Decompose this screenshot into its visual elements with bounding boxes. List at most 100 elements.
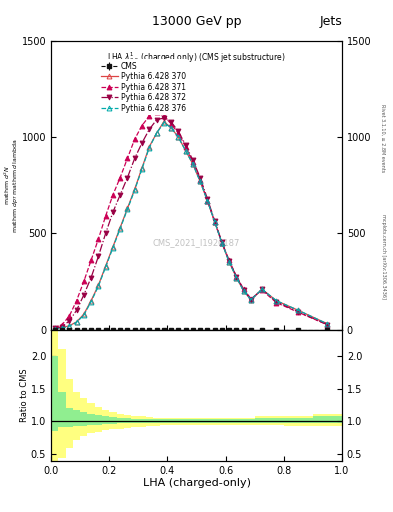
Pythia 6.428 372 xyxy=(260,286,264,292)
Pythia 6.428 371 xyxy=(212,219,217,225)
Pythia 6.428 371 xyxy=(249,296,253,302)
Pythia 6.428 376 xyxy=(147,145,152,151)
Pythia 6.428 371 xyxy=(60,322,64,328)
Pythia 6.428 371 xyxy=(234,273,239,280)
Text: Jets: Jets xyxy=(319,15,342,28)
Legend: CMS, Pythia 6.428 370, Pythia 6.428 371, Pythia 6.428 372, Pythia 6.428 376: CMS, Pythia 6.428 370, Pythia 6.428 371,… xyxy=(99,59,188,115)
Pythia 6.428 370 xyxy=(118,225,123,231)
Pythia 6.428 371 xyxy=(220,240,224,246)
Text: CMS_2021_I1920187: CMS_2021_I1920187 xyxy=(153,239,240,247)
Pythia 6.428 370 xyxy=(260,286,264,292)
Pythia 6.428 372 xyxy=(227,258,231,264)
Text: LHA $\lambda^{1}_{0.5}$ (charged only) (CMS jet substructure): LHA $\lambda^{1}_{0.5}$ (charged only) (… xyxy=(107,50,286,65)
Pythia 6.428 376 xyxy=(234,274,239,281)
Pythia 6.428 370 xyxy=(234,274,239,281)
Pythia 6.428 372 xyxy=(274,298,279,305)
Pythia 6.428 370 xyxy=(191,161,195,167)
Pythia 6.428 370 xyxy=(176,134,181,140)
Pythia 6.428 371 xyxy=(162,113,166,119)
Pythia 6.428 370 xyxy=(154,130,159,136)
Line: Pythia 6.428 370: Pythia 6.428 370 xyxy=(52,119,330,331)
Pythia 6.428 372 xyxy=(125,175,130,181)
X-axis label: LHA (charged-only): LHA (charged-only) xyxy=(143,478,250,488)
Pythia 6.428 372 xyxy=(110,209,115,215)
Pythia 6.428 370 xyxy=(183,147,188,154)
Pythia 6.428 370 xyxy=(212,219,217,225)
Pythia 6.428 372 xyxy=(212,218,217,224)
Pythia 6.428 371 xyxy=(147,113,152,119)
Pythia 6.428 372 xyxy=(89,274,94,281)
Pythia 6.428 370 xyxy=(227,259,231,265)
Pythia 6.428 376 xyxy=(81,312,86,318)
Pythia 6.428 370 xyxy=(296,307,301,313)
Pythia 6.428 371 xyxy=(260,287,264,293)
Pythia 6.428 370 xyxy=(74,319,79,325)
Pythia 6.428 376 xyxy=(125,206,130,212)
Pythia 6.428 370 xyxy=(249,296,253,303)
Pythia 6.428 371 xyxy=(74,297,79,304)
Pythia 6.428 370 xyxy=(241,288,246,294)
Text: Rivet 3.1.10, ≥ 2.8M events: Rivet 3.1.10, ≥ 2.8M events xyxy=(381,104,386,173)
Pythia 6.428 372 xyxy=(241,287,246,293)
Pythia 6.428 372 xyxy=(147,126,152,133)
Pythia 6.428 376 xyxy=(191,161,195,167)
Pythia 6.428 372 xyxy=(249,296,253,303)
Pythia 6.428 372 xyxy=(296,309,301,315)
Pythia 6.428 372 xyxy=(183,142,188,148)
Pythia 6.428 371 xyxy=(125,155,130,161)
Pythia 6.428 372 xyxy=(176,129,181,135)
Pythia 6.428 371 xyxy=(191,159,195,165)
Pythia 6.428 376 xyxy=(212,219,217,225)
Text: mcplots.cern.ch [arXiv:1306.3436]: mcplots.cern.ch [arXiv:1306.3436] xyxy=(381,214,386,298)
Pythia 6.428 371 xyxy=(67,313,72,319)
Pythia 6.428 371 xyxy=(52,325,57,331)
Pythia 6.428 370 xyxy=(125,205,130,211)
Pythia 6.428 376 xyxy=(227,259,231,265)
Pythia 6.428 370 xyxy=(103,263,108,269)
Pythia 6.428 376 xyxy=(132,187,137,193)
Pythia 6.428 372 xyxy=(81,292,86,298)
Pythia 6.428 376 xyxy=(169,124,173,131)
Pythia 6.428 372 xyxy=(96,253,101,260)
Pythia 6.428 376 xyxy=(162,120,166,126)
Pythia 6.428 376 xyxy=(118,225,123,231)
Pythia 6.428 372 xyxy=(162,115,166,121)
Pythia 6.428 376 xyxy=(154,130,159,136)
Line: Pythia 6.428 372: Pythia 6.428 372 xyxy=(52,116,330,331)
Pythia 6.428 372 xyxy=(220,239,224,245)
Y-axis label: $\mathrm{mathrm}\,d_{}^2N$
$\mathrm{mathrm}\,d\,p_T\,\mathrm{mathrm}\,d\,\mathrm: $\mathrm{mathrm}\,d_{}^2N$ $\mathrm{math… xyxy=(2,138,20,232)
Pythia 6.428 376 xyxy=(110,245,115,251)
Pythia 6.428 376 xyxy=(96,283,101,289)
Text: 13000 GeV pp: 13000 GeV pp xyxy=(152,15,241,28)
Pythia 6.428 376 xyxy=(296,307,301,313)
Pythia 6.428 376 xyxy=(74,319,79,325)
Pythia 6.428 371 xyxy=(325,322,330,328)
Pythia 6.428 372 xyxy=(118,192,123,198)
Y-axis label: Ratio to CMS: Ratio to CMS xyxy=(20,369,29,422)
Pythia 6.428 376 xyxy=(67,323,72,329)
Line: Pythia 6.428 371: Pythia 6.428 371 xyxy=(52,110,330,330)
Pythia 6.428 371 xyxy=(110,192,115,198)
Pythia 6.428 370 xyxy=(96,282,101,288)
Pythia 6.428 370 xyxy=(52,326,57,332)
Pythia 6.428 372 xyxy=(198,175,202,181)
Pythia 6.428 372 xyxy=(52,325,57,331)
Pythia 6.428 370 xyxy=(132,186,137,192)
Pythia 6.428 370 xyxy=(274,297,279,304)
Pythia 6.428 376 xyxy=(220,240,224,246)
Pythia 6.428 371 xyxy=(227,257,231,263)
Pythia 6.428 376 xyxy=(198,178,202,184)
Pythia 6.428 371 xyxy=(296,309,301,315)
Pythia 6.428 371 xyxy=(103,213,108,219)
Pythia 6.428 376 xyxy=(60,325,64,331)
Pythia 6.428 371 xyxy=(96,236,101,242)
Pythia 6.428 372 xyxy=(191,157,195,163)
Pythia 6.428 371 xyxy=(169,121,173,127)
Pythia 6.428 372 xyxy=(154,117,159,123)
Pythia 6.428 376 xyxy=(274,297,279,304)
Pythia 6.428 372 xyxy=(74,307,79,313)
Pythia 6.428 371 xyxy=(89,257,94,263)
Pythia 6.428 376 xyxy=(140,166,144,172)
Pythia 6.428 376 xyxy=(260,286,264,292)
Pythia 6.428 370 xyxy=(89,297,94,304)
